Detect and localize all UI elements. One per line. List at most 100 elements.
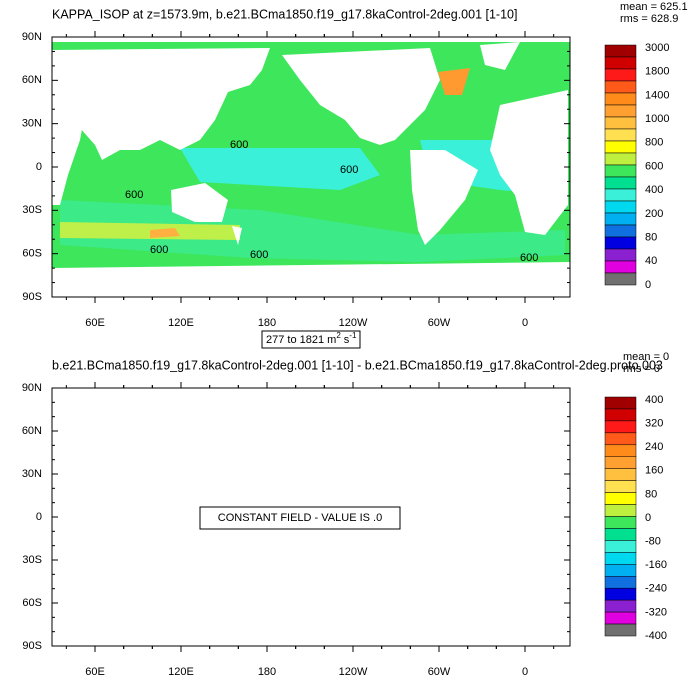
- x-tick-label: 60W: [428, 317, 451, 329]
- x-tick-label: 60E: [85, 317, 105, 329]
- colorbar-label: 600: [645, 160, 663, 172]
- colorbar-box: [604, 623, 637, 637]
- range-box: [261, 330, 361, 349]
- colorbar-label: 800: [645, 137, 663, 149]
- colorbar-label: -400: [645, 630, 667, 642]
- colorbar-label: -80: [645, 536, 661, 548]
- colorbar-box: [604, 44, 637, 58]
- colorbar-box: [604, 104, 637, 118]
- colorbar-label: 320: [645, 418, 663, 430]
- colorbar-label: 1400: [645, 89, 669, 101]
- stat: mean = 0: [623, 351, 669, 363]
- y-tick-label: 60N: [22, 74, 42, 86]
- y-tick-label: 60S: [22, 597, 42, 609]
- x-tick-label: 0: [522, 666, 528, 678]
- colorbar-box: [604, 540, 637, 553]
- contour-label: 600: [230, 139, 248, 151]
- colorbar-box: [604, 516, 637, 529]
- y-tick-label: 30N: [22, 118, 42, 130]
- colorbar-box: [604, 140, 637, 154]
- message-box: [199, 506, 401, 530]
- colorbar-box: [604, 260, 637, 274]
- colorbar-box: [604, 176, 637, 190]
- colorbar-box: [604, 599, 637, 613]
- x-tick-label: 180: [258, 317, 276, 329]
- x-tick-label: 60E: [85, 666, 105, 678]
- acc-hot: [150, 228, 180, 238]
- x-tick-label: 120E: [168, 666, 194, 678]
- colorbar-box: [604, 432, 637, 446]
- panel-title: KAPPA_ISOP at z=1573.9m, b.e21.BCma1850.…: [52, 7, 517, 21]
- colorbar-box: [604, 272, 637, 286]
- colorbar-box: [604, 248, 637, 262]
- colorbar-box: [604, 80, 637, 94]
- colorbar-box: [604, 587, 637, 601]
- y-tick-label: 30S: [22, 554, 42, 566]
- colorbar-box: [604, 56, 637, 70]
- y-tick-label: 90S: [22, 640, 42, 652]
- y-tick-label: 90N: [22, 382, 42, 394]
- y-tick-label: 90S: [22, 291, 42, 303]
- range-label: 277 to 1821 m2 s-1: [266, 331, 357, 346]
- colorbar-label: 80: [645, 488, 657, 500]
- x-tick-label: 120E: [168, 317, 194, 329]
- colorbar-label: 1800: [645, 66, 669, 78]
- colorbar-label: 160: [645, 465, 663, 477]
- colorbar-label: -320: [645, 606, 667, 618]
- stat: rms = 0: [623, 363, 660, 375]
- contour-label: 600: [150, 244, 168, 256]
- colorbar-box: [604, 528, 637, 541]
- colorbar-box: [604, 152, 637, 166]
- colorbar-box: [604, 92, 637, 106]
- colorbar-label: 240: [645, 441, 663, 453]
- colorbar-label: 400: [645, 184, 663, 196]
- x-tick-label: 120W: [339, 317, 368, 329]
- y-tick-label: 90N: [22, 31, 42, 43]
- colorbar-label: -160: [645, 559, 667, 571]
- x-tick-label: 60W: [428, 666, 451, 678]
- colorbar-label: 0: [645, 512, 651, 524]
- colorbar-box: [604, 236, 637, 250]
- colorbar-label: 3000: [645, 42, 669, 54]
- y-tick-label: 30N: [22, 468, 42, 480]
- colorbar-box: [604, 576, 637, 589]
- colorbar-box: [604, 212, 637, 226]
- y-tick-label: 30S: [22, 204, 42, 216]
- colorbar-box: [604, 480, 637, 493]
- message: CONSTANT FIELD - VALUE IS .0: [218, 512, 382, 524]
- contour-label: 600: [250, 249, 268, 261]
- y-tick-label: 0: [36, 161, 42, 173]
- land: [52, 42, 570, 297]
- colorbar-box: [604, 164, 637, 178]
- colorbar-box: [604, 408, 637, 422]
- colorbar-box: [604, 200, 637, 214]
- map-1: [52, 37, 570, 297]
- colorbar-box: [604, 396, 637, 410]
- x-tick-label: 120W: [339, 666, 368, 678]
- contour-label: 600: [520, 252, 538, 264]
- colorbar-box: [604, 188, 637, 202]
- colorbar-box: [604, 224, 637, 238]
- tropical-band: [180, 148, 380, 190]
- y-tick-label: 60N: [22, 425, 42, 437]
- colorbar-box: [604, 552, 637, 565]
- stat: mean = 625.1: [620, 1, 688, 13]
- panel-title: b.e21.BCma1850.f19_g17.8kaControl-2deg.0…: [52, 358, 663, 372]
- y-tick-label: 60S: [22, 248, 42, 260]
- colorbar-box: [604, 456, 637, 469]
- colorbar-label: 1000: [645, 113, 669, 125]
- contour-label: 600: [125, 189, 143, 201]
- y-tick-label: 0: [36, 511, 42, 523]
- colorbar-label: 0: [645, 279, 651, 291]
- colorbar-box: [604, 444, 637, 457]
- colorbar-box: [604, 492, 637, 505]
- colorbar-box: [604, 504, 637, 517]
- colorbar-label: -240: [645, 583, 667, 595]
- stat: rms = 628.9: [620, 13, 678, 25]
- colorbar-label: 200: [645, 208, 663, 220]
- colorbar-box: [604, 128, 637, 142]
- colorbar-box: [604, 116, 637, 130]
- colorbar-box: [604, 420, 637, 434]
- colorbar-box: [604, 564, 637, 577]
